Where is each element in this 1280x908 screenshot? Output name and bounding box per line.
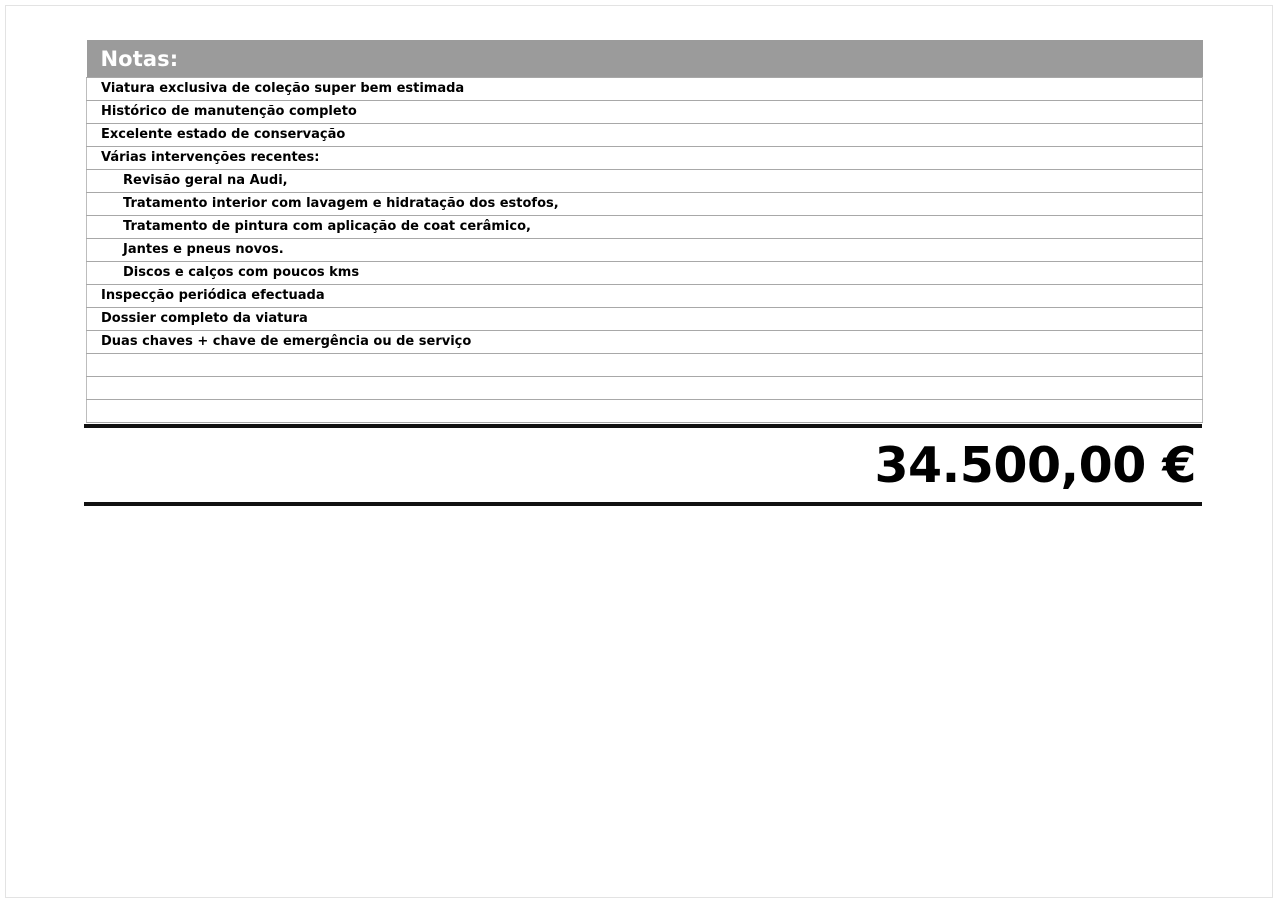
- table-row-empty: [86, 399, 1203, 423]
- document-page: Notas: Viatura exclusiva de coleção supe…: [5, 5, 1273, 898]
- table-row: Viatura exclusiva de coleção super bem e…: [86, 77, 1203, 101]
- table-row: Várias intervenções recentes:: [86, 146, 1203, 170]
- note-cell-empty: [86, 376, 1203, 400]
- table-bottom-rule: [84, 424, 1202, 428]
- table-row-empty: [86, 376, 1203, 400]
- note-cell-indented: Tratamento interior com lavagem e hidrat…: [86, 192, 1203, 216]
- note-cell-indented: Tratamento de pintura com aplicação de c…: [86, 215, 1203, 239]
- table-row: Tratamento interior com lavagem e hidrat…: [86, 192, 1203, 216]
- note-cell: Inspecção periódica efectuada: [86, 284, 1203, 308]
- notes-section: Notas: Viatura exclusiva de coleção supe…: [84, 40, 1203, 506]
- note-cell-empty: [86, 353, 1203, 377]
- price-value: 34.500,00 €: [874, 436, 1196, 494]
- note-cell: Várias intervenções recentes:: [86, 146, 1203, 170]
- table-row: Revisão geral na Audi,: [86, 169, 1203, 193]
- note-cell-indented: Discos e calços com poucos kms: [86, 261, 1203, 285]
- note-cell-indented: Revisão geral na Audi,: [86, 169, 1203, 193]
- notes-table-header-row: Notas:: [86, 40, 1203, 78]
- table-row: Dossier completo da viatura: [86, 307, 1203, 331]
- note-cell: Excelente estado de conservação: [86, 123, 1203, 147]
- price-row: 34.500,00 €: [84, 428, 1202, 502]
- note-cell-indented: Jantes e pneus novos.: [86, 238, 1203, 262]
- table-row: Excelente estado de conservação: [86, 123, 1203, 147]
- table-row: Inspecção periódica efectuada: [86, 284, 1203, 308]
- note-cell-empty: [86, 399, 1203, 423]
- table-row: Discos e calços com poucos kms: [86, 261, 1203, 285]
- note-cell: Viatura exclusiva de coleção super bem e…: [86, 77, 1203, 101]
- table-row: Duas chaves + chave de emergência ou de …: [86, 330, 1203, 354]
- table-row-empty: [86, 353, 1203, 377]
- notes-table: Notas: Viatura exclusiva de coleção supe…: [86, 40, 1203, 423]
- table-row: Histórico de manutenção completo: [86, 100, 1203, 124]
- table-row: Tratamento de pintura com aplicação de c…: [86, 215, 1203, 239]
- notes-table-body: Notas: Viatura exclusiva de coleção supe…: [86, 40, 1203, 423]
- notes-table-header-cell: Notas:: [86, 40, 1203, 78]
- price-block: 34.500,00 €: [84, 428, 1202, 506]
- note-cell: Duas chaves + chave de emergência ou de …: [86, 330, 1203, 354]
- note-cell: Dossier completo da viatura: [86, 307, 1203, 331]
- note-cell: Histórico de manutenção completo: [86, 100, 1203, 124]
- table-row: Jantes e pneus novos.: [86, 238, 1203, 262]
- price-bottom-rule: [84, 502, 1202, 506]
